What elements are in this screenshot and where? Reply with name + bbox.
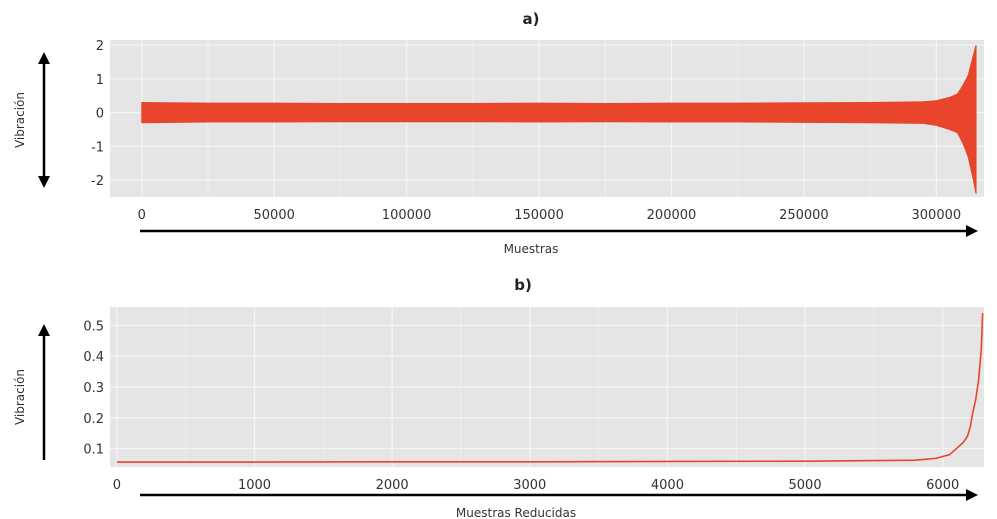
a-x-tick-label: 250000 bbox=[779, 208, 829, 223]
panel-a-y-axis-label: Vibración bbox=[13, 92, 27, 148]
b-y-tick-label: 0.4 bbox=[83, 350, 104, 365]
panel-a-x-ticks: 0 50000 100000 150000 200000 250000 300000 bbox=[138, 208, 962, 223]
panel-a-series-signal bbox=[141, 44, 977, 194]
panel-b-series-line bbox=[116, 313, 984, 463]
a-x-tick-label: 150000 bbox=[514, 208, 564, 223]
a-y-tick-label: 0 bbox=[96, 107, 104, 122]
a-y-tick-label: -2 bbox=[91, 174, 104, 189]
b-x-tick-label: 1000 bbox=[238, 478, 271, 493]
panel-b-title: b) bbox=[514, 276, 532, 294]
panel-b-y-ticks: 0.5 0.4 0.3 0.2 0.1 bbox=[83, 319, 104, 457]
a-x-tick-label: 100000 bbox=[382, 208, 432, 223]
a-x-tick-label: 200000 bbox=[647, 208, 697, 223]
b-x-tick-label: 4000 bbox=[651, 478, 684, 493]
b-x-tick-label: 0 bbox=[113, 478, 121, 493]
b-y-tick-label: 0.1 bbox=[83, 443, 104, 458]
panel-b: b) 0.5 0.4 0.3 0.2 0.1 0 1000 2000 3000 4000 5000… bbox=[13, 276, 984, 519]
panel-b-y-axis-label: Vibración bbox=[13, 369, 27, 425]
a-x-tick-label: 0 bbox=[138, 208, 146, 223]
b-y-tick-label: 0.5 bbox=[83, 319, 104, 334]
panel-b-grid bbox=[110, 307, 984, 467]
panel-b-x-axis-arrow bbox=[140, 489, 978, 501]
panel-b-x-axis-label: Muestras Reducidas bbox=[456, 506, 576, 519]
panel-a-y-ticks: 2 1 0 -1 -2 bbox=[91, 39, 104, 189]
b-x-tick-label: 2000 bbox=[376, 478, 409, 493]
panel-b-x-ticks: 0 1000 2000 3000 4000 5000 6000 bbox=[113, 478, 960, 493]
a-y-tick-label: 2 bbox=[96, 39, 104, 54]
a-y-tick-label: 1 bbox=[96, 73, 104, 88]
panel-a: a) 2 1 0 -1 -2 0 50000 100000 150000 200000 25000… bbox=[13, 10, 984, 256]
a-x-tick-label: 50000 bbox=[254, 208, 295, 223]
panel-b-y-axis-arrow bbox=[38, 324, 50, 460]
panel-a-x-axis-arrow bbox=[140, 225, 978, 237]
b-x-tick-label: 3000 bbox=[513, 478, 546, 493]
panel-a-x-axis-label: Muestras bbox=[504, 242, 559, 256]
b-y-tick-label: 0.3 bbox=[83, 381, 104, 396]
a-y-tick-label: -1 bbox=[91, 140, 104, 155]
b-x-tick-label: 5000 bbox=[789, 478, 822, 493]
b-y-tick-label: 0.2 bbox=[83, 412, 104, 427]
panel-a-y-axis-arrow bbox=[38, 52, 50, 188]
a-x-tick-label: 300000 bbox=[912, 208, 962, 223]
b-x-tick-label: 6000 bbox=[926, 478, 959, 493]
panel-a-title: a) bbox=[523, 10, 540, 28]
